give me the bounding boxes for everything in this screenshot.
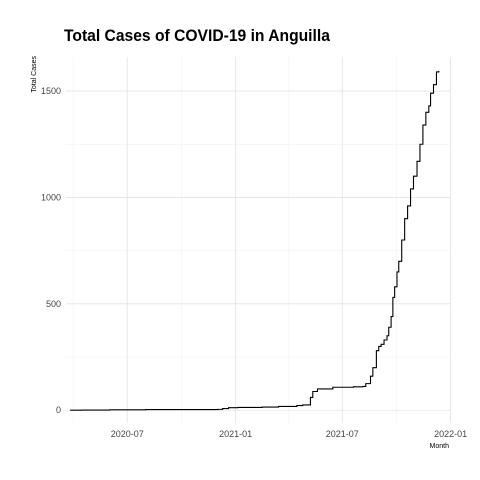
y-tick-label: 0 bbox=[56, 405, 61, 415]
y-tick-labels: 0 500 1000 1500 bbox=[41, 86, 61, 415]
x-axis-title: Month bbox=[430, 443, 450, 450]
series-layer bbox=[70, 70, 440, 411]
y-axis-title: Total Cases bbox=[31, 56, 38, 93]
x-tick-labels: 2020-07 2021-01 2021-07 2022-01 bbox=[111, 429, 467, 439]
y-tick-label: 1000 bbox=[41, 192, 61, 202]
x-tick-label: 2021-07 bbox=[326, 429, 359, 439]
x-tick-label: 2020-07 bbox=[111, 429, 144, 439]
minor-gridlines bbox=[66, 57, 450, 423]
x-tick-label: 2022-01 bbox=[434, 429, 467, 439]
x-tick-label: 2021-01 bbox=[219, 429, 252, 439]
series-line bbox=[70, 70, 440, 411]
y-tick-label: 500 bbox=[46, 299, 61, 309]
major-gridlines bbox=[66, 57, 451, 423]
chart-title: Total Cases of COVID-19 in Anguilla bbox=[64, 26, 330, 45]
y-tick-label: 1500 bbox=[41, 86, 61, 96]
